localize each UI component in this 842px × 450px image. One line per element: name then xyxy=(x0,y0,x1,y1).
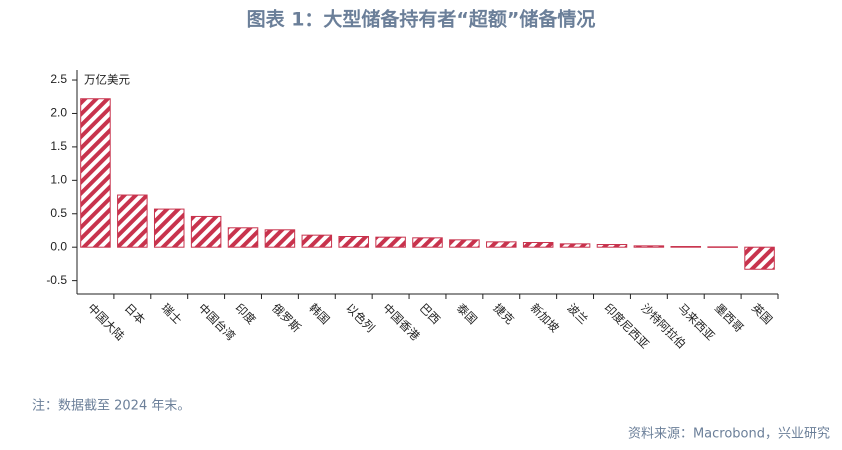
bar xyxy=(744,246,775,270)
x-tick-label: 韩国 xyxy=(306,301,332,327)
bar xyxy=(412,237,443,248)
x-tick-label: 波兰 xyxy=(564,301,590,327)
bar xyxy=(707,246,738,248)
y-tick-label: 2.5 xyxy=(50,72,67,86)
y-tick-label: 1.0 xyxy=(50,173,67,187)
bar xyxy=(670,246,702,248)
y-tick-label: 0.5 xyxy=(50,206,67,220)
bar xyxy=(264,229,296,248)
x-tick-label: 俄罗斯 xyxy=(269,301,304,336)
bar xyxy=(80,98,111,248)
x-tick-label: 墨西哥 xyxy=(712,301,746,335)
bar xyxy=(633,245,665,248)
note: 注：数据截至 2024 年末。 xyxy=(32,399,190,414)
x-tick-label: 印度 xyxy=(232,301,259,328)
source: 资料来源：Macrobond，兴业研究 xyxy=(628,427,830,442)
y-tick-label: 2.0 xyxy=(50,106,67,120)
x-tick-label: 新加坡 xyxy=(528,301,563,336)
bar xyxy=(375,236,406,248)
x-tick-label: 捷克 xyxy=(491,301,518,328)
bar xyxy=(227,227,259,248)
bar xyxy=(117,194,148,248)
bar xyxy=(486,241,517,248)
unit-label: 万亿美元 xyxy=(84,73,130,87)
x-tick-label: 日本 xyxy=(122,301,149,328)
x-tick-label: 中国台湾 xyxy=(196,301,239,344)
bar xyxy=(338,235,369,248)
bar xyxy=(301,234,333,248)
x-tick-label: 中国香港 xyxy=(380,301,423,344)
bar xyxy=(522,242,554,248)
y-tick-label: -0.5 xyxy=(46,273,67,287)
x-tick-label: 英国 xyxy=(749,301,775,327)
bar xyxy=(596,244,628,248)
x-tick-label: 中国大陆 xyxy=(85,301,127,343)
bar xyxy=(559,243,591,248)
x-tick-label: 以色列 xyxy=(343,301,377,335)
chart-title: 图表 1：大型储备持有者“超额”储备情况 xyxy=(247,8,596,31)
x-tick-label: 巴西 xyxy=(417,301,443,327)
bar xyxy=(190,215,222,248)
y-tick-label: 0.0 xyxy=(50,239,67,253)
bar xyxy=(449,239,480,248)
y-tick-label: 1.5 xyxy=(50,139,67,153)
bar xyxy=(153,208,185,248)
x-tick-label: 泰国 xyxy=(454,301,480,327)
x-tick-label: 瑞士 xyxy=(159,301,185,327)
